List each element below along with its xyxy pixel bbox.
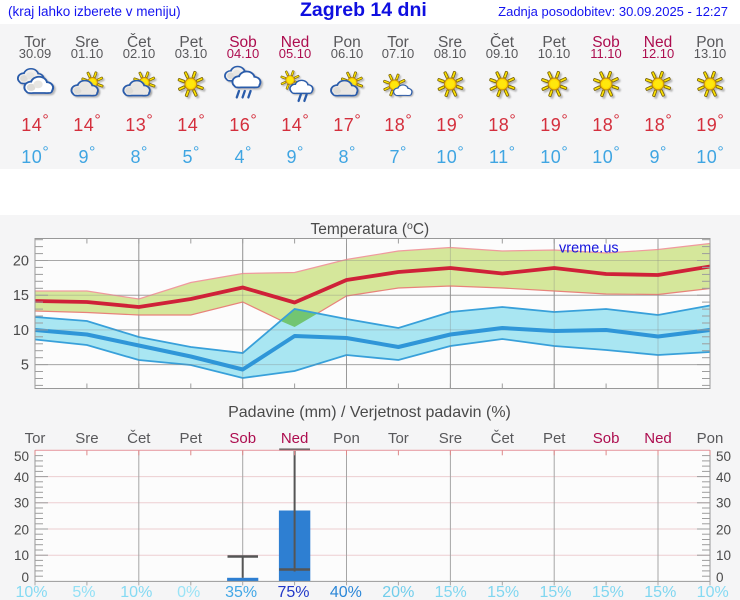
svg-text:Ned: Ned: [644, 430, 672, 447]
svg-text:Tor: Tor: [25, 430, 46, 447]
svg-text:15%: 15%: [592, 584, 624, 600]
svg-text:10%: 10%: [697, 584, 729, 600]
svg-text:Tor: Tor: [388, 430, 409, 447]
svg-text:Padavine (mm) / Verjetnost pad: Padavine (mm) / Verjetnost padavin (%): [228, 404, 511, 421]
svg-text:20: 20: [716, 522, 731, 537]
svg-text:15%: 15%: [644, 584, 676, 600]
svg-text:0%: 0%: [177, 584, 200, 600]
svg-text:Čet: Čet: [491, 430, 515, 447]
svg-text:75%: 75%: [277, 584, 309, 600]
svg-text:40: 40: [14, 470, 29, 485]
svg-text:10: 10: [13, 323, 29, 339]
svg-text:50: 50: [14, 449, 29, 464]
svg-text:Ned: Ned: [281, 430, 309, 447]
svg-text:Pon: Pon: [333, 430, 360, 447]
svg-text:5%: 5%: [72, 584, 95, 600]
svg-text:40: 40: [716, 470, 731, 485]
svg-text:30: 30: [716, 496, 731, 511]
svg-text:Pet: Pet: [543, 430, 566, 447]
svg-text:Temperatura (oC): Temperatura (oC): [311, 220, 430, 238]
svg-text:35%: 35%: [225, 584, 257, 600]
svg-text:50: 50: [716, 449, 731, 464]
svg-text:30: 30: [14, 496, 29, 511]
svg-text:20: 20: [14, 522, 29, 537]
svg-text:10: 10: [14, 548, 29, 563]
svg-text:Sre: Sre: [75, 430, 98, 447]
svg-text:15%: 15%: [435, 584, 467, 600]
svg-text:0: 0: [21, 570, 29, 585]
svg-text:20: 20: [13, 254, 29, 270]
svg-text:20%: 20%: [382, 584, 414, 600]
svg-text:5: 5: [21, 358, 29, 374]
svg-text:Čet: Čet: [127, 430, 151, 447]
svg-text:15: 15: [13, 288, 29, 304]
svg-text:vreme.us: vreme.us: [559, 241, 619, 257]
svg-text:40%: 40%: [330, 584, 362, 600]
svg-text:Sob: Sob: [229, 430, 256, 447]
svg-text:10%: 10%: [120, 584, 152, 600]
svg-text:Pet: Pet: [180, 430, 203, 447]
svg-text:Sre: Sre: [439, 430, 462, 447]
svg-text:Pon: Pon: [697, 430, 724, 447]
svg-text:10%: 10%: [15, 584, 47, 600]
svg-text:Sob: Sob: [593, 430, 620, 447]
svg-text:0: 0: [716, 570, 724, 585]
svg-text:15%: 15%: [487, 584, 519, 600]
svg-text:10: 10: [716, 548, 731, 563]
svg-text:15%: 15%: [539, 584, 571, 600]
